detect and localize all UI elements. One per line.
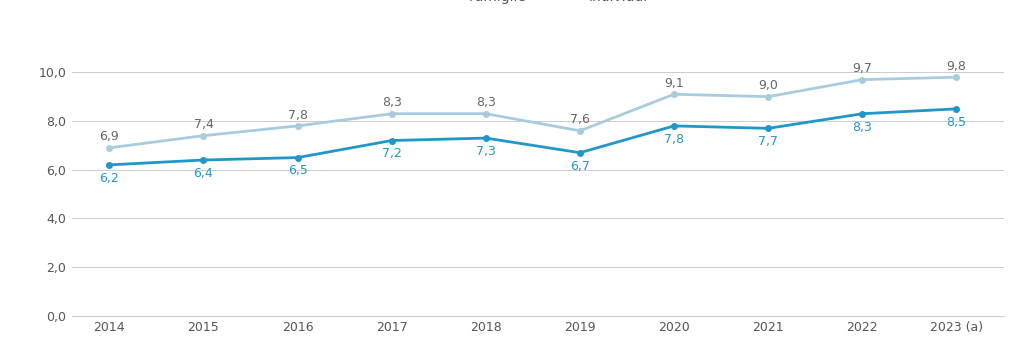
- Individui: [856, 78, 868, 82]
- Famiglie: [198, 158, 210, 162]
- Text: 6,2: 6,2: [99, 172, 119, 185]
- Text: 8,3: 8,3: [852, 121, 872, 134]
- Individui: [292, 124, 304, 128]
- Text: 9,0: 9,0: [758, 79, 778, 92]
- Line: Famiglie: Famiglie: [106, 106, 959, 168]
- Line: Individui: Individui: [106, 74, 959, 151]
- Text: 7,2: 7,2: [382, 147, 401, 160]
- Text: 9,1: 9,1: [665, 77, 684, 90]
- Famiglie: [856, 112, 868, 116]
- Famiglie: [950, 107, 963, 111]
- Text: 6,7: 6,7: [570, 159, 590, 173]
- Text: 7,8: 7,8: [288, 108, 307, 121]
- Text: 6,5: 6,5: [288, 164, 307, 177]
- Famiglie: [668, 124, 680, 128]
- Individui: [950, 75, 963, 79]
- Individui: [668, 92, 680, 97]
- Famiglie: [386, 138, 398, 143]
- Individui: [762, 94, 774, 99]
- Famiglie: [762, 126, 774, 130]
- Text: 8,3: 8,3: [476, 96, 496, 109]
- Individui: [573, 129, 586, 133]
- Text: 6,4: 6,4: [194, 167, 213, 180]
- Text: 8,5: 8,5: [946, 116, 967, 129]
- Individui: [103, 146, 116, 150]
- Famiglie: [573, 150, 586, 155]
- Text: 9,8: 9,8: [946, 60, 967, 73]
- Famiglie: [292, 155, 304, 160]
- Text: 8,3: 8,3: [382, 96, 401, 109]
- Text: 7,4: 7,4: [194, 118, 213, 131]
- Text: 6,9: 6,9: [99, 130, 119, 144]
- Individui: [479, 112, 492, 116]
- Famiglie: [479, 136, 492, 140]
- Individui: [386, 112, 398, 116]
- Text: 7,8: 7,8: [665, 133, 684, 146]
- Text: 7,6: 7,6: [570, 113, 590, 126]
- Legend: Famiglie, Individui: Famiglie, Individui: [427, 0, 648, 4]
- Text: 7,7: 7,7: [758, 135, 778, 148]
- Individui: [198, 134, 210, 138]
- Text: 9,7: 9,7: [852, 62, 872, 75]
- Famiglie: [103, 163, 116, 167]
- Text: 7,3: 7,3: [476, 145, 496, 158]
